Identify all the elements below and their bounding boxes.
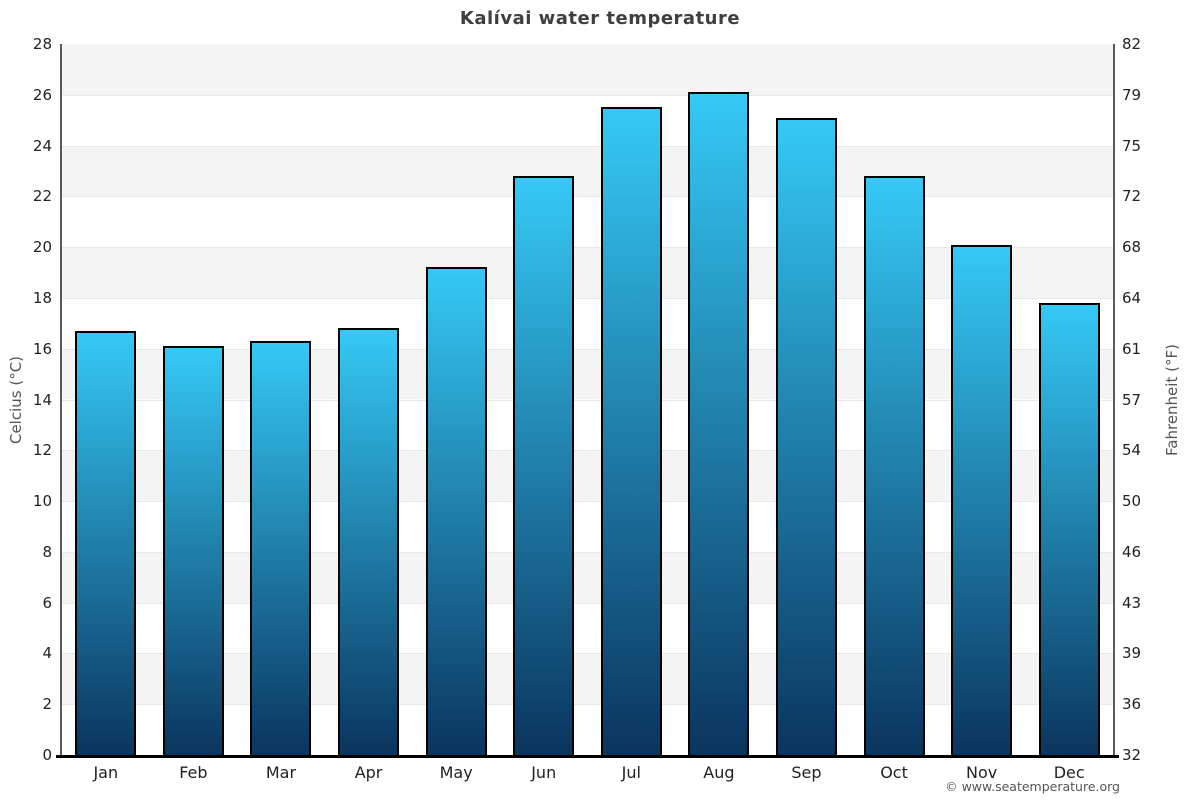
plot-band (62, 653, 1113, 705)
celsius-tick-10: 10 (32, 492, 52, 511)
fahrenheit-tick-64: 64 (1122, 288, 1142, 307)
plot-band (62, 44, 1113, 95)
bar-jul (600, 107, 662, 755)
bar-jan (75, 330, 137, 755)
gridline (62, 348, 1113, 350)
gridline (62, 653, 1113, 655)
gridline (62, 196, 1113, 198)
month-label-nov: Nov (966, 763, 998, 782)
celsius-tick-8: 8 (42, 542, 52, 561)
fahrenheit-tick-61: 61 (1122, 339, 1142, 358)
plot-band (62, 145, 1113, 197)
celsius-tick-6: 6 (42, 593, 52, 612)
bar-aug (688, 92, 750, 755)
celsius-tick-22: 22 (32, 187, 52, 206)
month-label-jan: Jan (93, 763, 119, 782)
month-label-apr: Apr (354, 763, 383, 782)
bar-dec (1038, 303, 1100, 755)
plot-band (62, 348, 1113, 400)
celsius-tick-12: 12 (32, 441, 52, 460)
plot-band (62, 501, 1113, 552)
fahrenheit-tick-39: 39 (1122, 644, 1142, 663)
gridline (62, 602, 1113, 604)
fahrenheit-tick-75: 75 (1122, 136, 1142, 155)
plot-band (62, 247, 1113, 298)
fahrenheit-tick-72: 72 (1122, 187, 1142, 206)
copyright-attribution: © www.seatemperature.org (945, 779, 1120, 794)
gridline (62, 297, 1113, 299)
bar-jun (513, 176, 575, 755)
bar-sep (775, 117, 837, 755)
bar-apr (338, 328, 400, 755)
bar-nov (951, 244, 1013, 755)
celsius-tick-28: 28 (32, 35, 52, 53)
fahrenheit-tick-32: 32 (1122, 746, 1142, 764)
gridline (62, 145, 1113, 147)
gridline (62, 501, 1113, 503)
celsius-tick-14: 14 (32, 390, 52, 409)
celsius-tick-26: 26 (32, 85, 52, 104)
plot-band (62, 551, 1113, 603)
month-label-feb: Feb (179, 763, 208, 782)
fahrenheit-tick-82: 82 (1122, 35, 1142, 53)
celsius-tick-2: 2 (42, 695, 52, 714)
plot-area (62, 44, 1113, 755)
y-axis-title-fahrenheit: Fahrenheit (°F) (1163, 343, 1181, 456)
plot-band (62, 704, 1113, 755)
bar-mar (250, 341, 312, 755)
fahrenheit-tick-57: 57 (1122, 390, 1142, 409)
month-label-oct: Oct (880, 763, 908, 782)
gridline (62, 551, 1113, 553)
plot-band (62, 602, 1113, 654)
fahrenheit-tick-50: 50 (1122, 492, 1142, 511)
plot-band (62, 297, 1113, 349)
plot-band (62, 450, 1113, 502)
gridline (62, 450, 1113, 452)
month-label-sep: Sep (791, 763, 822, 782)
celsius-tick-20: 20 (32, 238, 52, 257)
bar-may (425, 267, 487, 755)
right-axis-line (1113, 44, 1115, 756)
y-axis-title-celsius: Celcius (°C) (7, 355, 25, 444)
month-label-mar: Mar (265, 763, 297, 782)
fahrenheit-tick-68: 68 (1122, 238, 1142, 257)
gridline (62, 704, 1113, 706)
celsius-tick-16: 16 (32, 339, 52, 358)
month-label-aug: Aug (703, 763, 735, 782)
fahrenheit-tick-46: 46 (1122, 542, 1142, 561)
celsius-tick-4: 4 (42, 644, 52, 663)
fahrenheit-tick-43: 43 (1122, 593, 1142, 612)
gridline (62, 399, 1113, 401)
celsius-tick-0: 0 (42, 746, 52, 764)
x-axis-line (56, 755, 1119, 758)
fahrenheit-tick-79: 79 (1122, 85, 1142, 104)
plot-band (62, 94, 1113, 146)
month-label-jul: Jul (621, 763, 641, 782)
bar-feb (162, 346, 224, 755)
celsius-tick-18: 18 (32, 288, 52, 307)
bar-oct (863, 176, 925, 755)
fahrenheit-tick-36: 36 (1122, 695, 1142, 714)
month-label-jun: Jun (531, 763, 557, 782)
left-axis-line (60, 44, 62, 756)
gridline (62, 247, 1113, 249)
chart-title: Kalívai water temperature (459, 8, 741, 29)
month-label-dec: Dec (1053, 763, 1085, 782)
plot-band (62, 399, 1113, 451)
gridline (62, 94, 1113, 96)
month-label-may: May (439, 763, 473, 782)
plot-band (62, 196, 1113, 248)
fahrenheit-tick-54: 54 (1122, 441, 1142, 460)
celsius-tick-24: 24 (32, 136, 52, 155)
